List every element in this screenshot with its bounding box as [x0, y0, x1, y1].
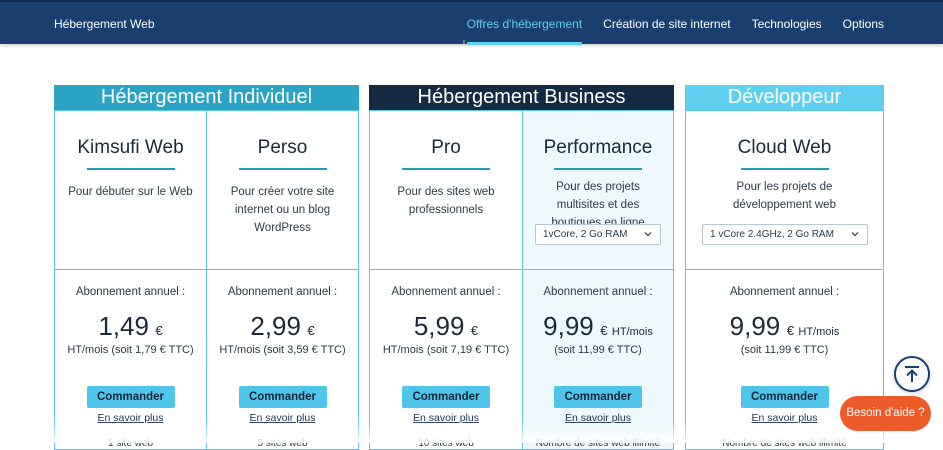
price-note: (soit 11,99 € TTC) [740, 344, 829, 356]
price-note: HT/mois (soit 3,59 € TTC) [219, 344, 346, 356]
scroll-indicator [463, 40, 465, 44]
order-button[interactable]: Commander [238, 386, 327, 408]
plan-description: Pour créer votre site internet ou un blo… [230, 186, 335, 234]
card-divider [207, 269, 358, 270]
title-underline [86, 168, 175, 170]
price-value: 9,99 [543, 311, 594, 341]
plan-price: 5,99 € [370, 311, 522, 342]
subscription-label: Abonnement annuel : [75, 286, 186, 298]
group-header-business: Hébergement Business [369, 85, 674, 110]
price-note: HT/mois (soit 7,19 € TTC) [382, 344, 510, 356]
config-select[interactable]: 1 vCore 2.4GHz, 2 Go RAM [702, 224, 868, 245]
title-underline [402, 168, 490, 170]
nav-technologies[interactable]: Technologies [751, 17, 822, 31]
order-button[interactable]: Commander [554, 386, 642, 408]
price-currency: € [786, 323, 794, 338]
subscription-label: Abonnement annuel : [391, 286, 501, 298]
plan-description: Pour débuter sur le Web [68, 186, 193, 198]
config-select-value: 1 vCore 2.4GHz, 2 Go RAM [710, 229, 834, 240]
price-note: (soit 11,99 € TTC) [554, 344, 642, 356]
arrow-up-icon [905, 366, 919, 382]
price-unit: HT/mois [798, 326, 840, 338]
config-select-value: 1vCore, 2 Go RAM [543, 229, 628, 240]
card-divider [370, 269, 522, 270]
plan-price: 2,99 € [207, 311, 358, 342]
price-value: 1,49 [98, 311, 149, 341]
card-divider [686, 269, 883, 270]
plan-title: Perso [257, 137, 308, 158]
plan-card-pro: Pro Pour des sites web professionnels Ab… [369, 110, 523, 450]
nav-options[interactable]: Options [842, 17, 884, 31]
group-header-individuel: Hébergement Individuel [54, 85, 359, 110]
price-unit: HT/mois [611, 326, 653, 338]
config-select[interactable]: 1vCore, 2 Go RAM [535, 224, 661, 245]
price-currency: € [307, 323, 315, 338]
price-currency: € [600, 323, 608, 338]
top-navigation-bar: Hébergement Web Offres d'hébergement Cré… [0, 0, 943, 45]
price-note: HT/mois (soit 1,79 € TTC) [67, 344, 194, 356]
plan-card-perso: Perso Pour créer votre site internet ou … [206, 110, 359, 450]
group-header-developpeur: Développeur [685, 85, 884, 110]
price-currency: € [155, 323, 163, 338]
chevron-down-icon [644, 232, 652, 237]
title-underline [554, 168, 642, 170]
plan-price: 1,49 € [55, 311, 206, 342]
nav-creation-site[interactable]: Création de site internet [603, 17, 731, 31]
subscription-label: Abonnement annuel : [227, 286, 338, 298]
plan-description: Pour les projets de développement web [733, 181, 836, 211]
plan-description: Pour des sites web professionnels [397, 186, 495, 216]
plan-title: Kimsufi Web [77, 137, 184, 158]
help-button[interactable]: Besoin d'aide ? [840, 396, 931, 431]
title-underline [740, 168, 829, 170]
subscription-label: Abonnement annuel : [543, 286, 653, 298]
price-value: 5,99 [413, 311, 465, 341]
card-divider [55, 269, 206, 270]
plan-title: Cloud Web [737, 137, 832, 158]
plan-card-kimsufi: Kimsufi Web Pour débuter sur le Web Abon… [54, 110, 207, 450]
chevron-down-icon [851, 232, 859, 237]
back-to-top-button[interactable] [894, 356, 930, 392]
brand-title[interactable]: Hébergement Web [54, 17, 155, 31]
main-nav: Offres d'hébergement Création de site in… [466, 17, 884, 45]
order-button[interactable]: Commander [86, 386, 175, 408]
plan-price: 9,99 € HT/mois [523, 311, 673, 342]
card-divider [523, 269, 673, 270]
price-value: 9,99 [729, 311, 781, 341]
order-button[interactable]: Commander [402, 386, 490, 408]
price-currency: € [470, 323, 479, 338]
plan-title: Pro [431, 137, 461, 158]
subscription-label: Abonnement annuel : [729, 286, 840, 298]
order-button[interactable]: Commander [740, 386, 829, 408]
plan-card-performance: Performance Pour des projets multisites … [522, 110, 674, 450]
nav-offres-hebergement[interactable]: Offres d'hébergement [466, 17, 583, 45]
plan-title: Performance [543, 137, 653, 158]
title-underline [238, 168, 327, 170]
price-value: 2,99 [250, 311, 301, 341]
bottom-fade [0, 420, 943, 443]
plan-price: 9,99 € HT/mois [686, 311, 883, 342]
